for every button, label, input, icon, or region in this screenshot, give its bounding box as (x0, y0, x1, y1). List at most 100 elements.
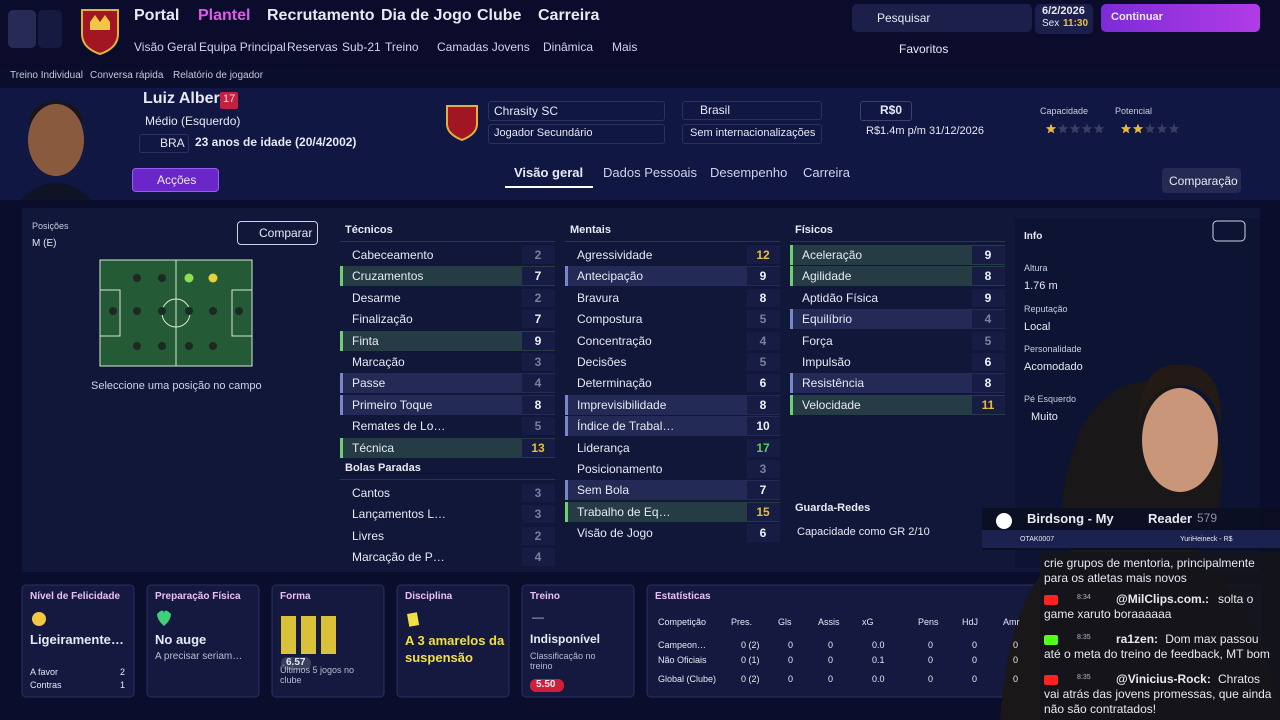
left-tag: OTAK0007 (1020, 536, 1055, 543)
platform-icon (1044, 595, 1058, 605)
submenu-item[interactable]: Treino (385, 40, 419, 54)
attribute-value: 3 (534, 507, 542, 522)
attribute-value: 8 (759, 397, 767, 412)
tab-underline (505, 186, 593, 188)
player-nation: BRA (160, 136, 185, 150)
attribute-value: 9 (759, 269, 767, 284)
attribute-name: Aptidão Física (802, 290, 879, 305)
tab[interactable]: Visão geral (514, 165, 584, 180)
submenu-item[interactable]: Dinâmica (543, 40, 594, 54)
table-cell: 0 (828, 640, 834, 650)
card-value: Indisponível (530, 632, 601, 646)
separator (340, 479, 555, 480)
info-value: 1.76 m (1024, 280, 1058, 292)
menu-item[interactable]: Plantel (198, 7, 251, 24)
chat-user: ra1zen: (1116, 632, 1159, 646)
attribute-row (790, 309, 1005, 330)
info-title: Info (1024, 231, 1043, 242)
menu-item[interactable]: Clube (477, 7, 522, 24)
table-cell: 0 (1013, 640, 1019, 650)
player-number: 17 (223, 93, 236, 105)
attribute-row (790, 266, 1005, 287)
pitch-hint: Seleccione uma posição no campo (91, 380, 262, 392)
card-title: Forma (280, 591, 311, 602)
attribute-name: Antecipação (577, 269, 644, 284)
table-cell: 0.0 (872, 674, 885, 684)
star-rating (1120, 123, 1180, 134)
menu-item[interactable]: Carreira (538, 7, 600, 24)
player-position: Médio (Esquerdo) (145, 114, 241, 128)
tab[interactable]: Desempenho (710, 165, 788, 180)
gk-text: Capacidade como GR 2/10 (797, 526, 930, 538)
table-cell: 0 (1) (741, 655, 760, 665)
attribute-group-title: Físicos (795, 224, 833, 236)
value-box (747, 460, 780, 478)
chat-text: crie grupos de mentoria, principalmente … (1044, 556, 1255, 585)
menu-item[interactable]: Portal (134, 7, 180, 24)
card-note: Classificação no treino (530, 651, 596, 671)
separator (565, 241, 780, 242)
attribute-name: Marcação (352, 355, 405, 369)
info-label: Personalidade (1024, 344, 1082, 354)
submenu-item[interactable]: Equipa Principal (199, 40, 286, 54)
search-box[interactable] (852, 4, 1032, 32)
table-cell: 0.1 (872, 655, 885, 665)
card-value: A 3 amarelos da suspensão (405, 633, 505, 665)
star (1057, 123, 1069, 134)
attribute-value: 5 (534, 419, 542, 434)
continue-button[interactable] (1101, 4, 1260, 32)
star (1168, 123, 1180, 134)
attribute-value: 5 (759, 312, 767, 327)
attribute-value: 2 (534, 528, 542, 543)
favorites[interactable]: Favoritos (899, 42, 949, 56)
compare-label: Comparar (259, 226, 313, 240)
comparison-button[interactable] (1162, 168, 1241, 193)
attribute-name: Posicionamento (577, 462, 663, 476)
star (1120, 123, 1132, 134)
value-box (522, 417, 555, 436)
attribute-name: Equilíbrio (802, 312, 853, 327)
submenu-item[interactable]: Camadas Jovens (437, 40, 530, 54)
actions-button[interactable] (132, 168, 219, 192)
submenu-item[interactable]: Sub-21 (342, 40, 381, 54)
attribute-value: 2 (534, 248, 542, 262)
star (1069, 123, 1081, 134)
submenu-item[interactable]: Reservas (287, 40, 338, 54)
submenu-item[interactable]: Mais (612, 40, 638, 54)
role-chip (488, 124, 665, 144)
attribute-value: 3 (534, 355, 542, 369)
menu-item[interactable]: Dia de Jogo (381, 7, 472, 24)
breadcrumb[interactable]: Treino Individual (10, 70, 84, 81)
card-dash: — (532, 610, 544, 624)
attribute-name: Finalização (352, 312, 413, 327)
value-box (747, 395, 780, 414)
menu-item[interactable]: Recrutamento (267, 7, 375, 24)
value-box (972, 395, 1005, 414)
chat-time: 8:34 (1077, 594, 1091, 601)
attribute-row (340, 330, 555, 351)
chat-time: 8:35 (1077, 674, 1091, 681)
card-note: A precisar seriam… (155, 651, 243, 662)
value-box (522, 526, 555, 545)
star-rating (1045, 123, 1105, 134)
card-value: No auge (155, 632, 207, 647)
attribute-name: Passe (352, 376, 386, 391)
submenu-item[interactable]: Visão Geral (134, 40, 197, 54)
tab[interactable]: Dados Pessoais (603, 165, 697, 180)
actions-label: Acções (157, 173, 197, 187)
attribute-row (790, 394, 1005, 415)
breadcrumb[interactable]: Conversa rápida (90, 70, 164, 81)
attribute-name: Cantos (352, 486, 391, 500)
attribute-value: 13 (531, 440, 545, 455)
attribute-value: 8 (534, 397, 542, 412)
table-cell: 0 (928, 640, 934, 650)
table-header: xG (862, 617, 874, 627)
value-box (522, 331, 555, 350)
attribute-row (565, 416, 780, 437)
attribute-row (790, 373, 1005, 394)
attribute-value: 6 (759, 526, 767, 541)
tab[interactable]: Carreira (803, 165, 850, 180)
table-cell: 0 (972, 640, 978, 650)
compare-button[interactable] (237, 221, 318, 245)
attribute-value: 5 (759, 355, 767, 369)
